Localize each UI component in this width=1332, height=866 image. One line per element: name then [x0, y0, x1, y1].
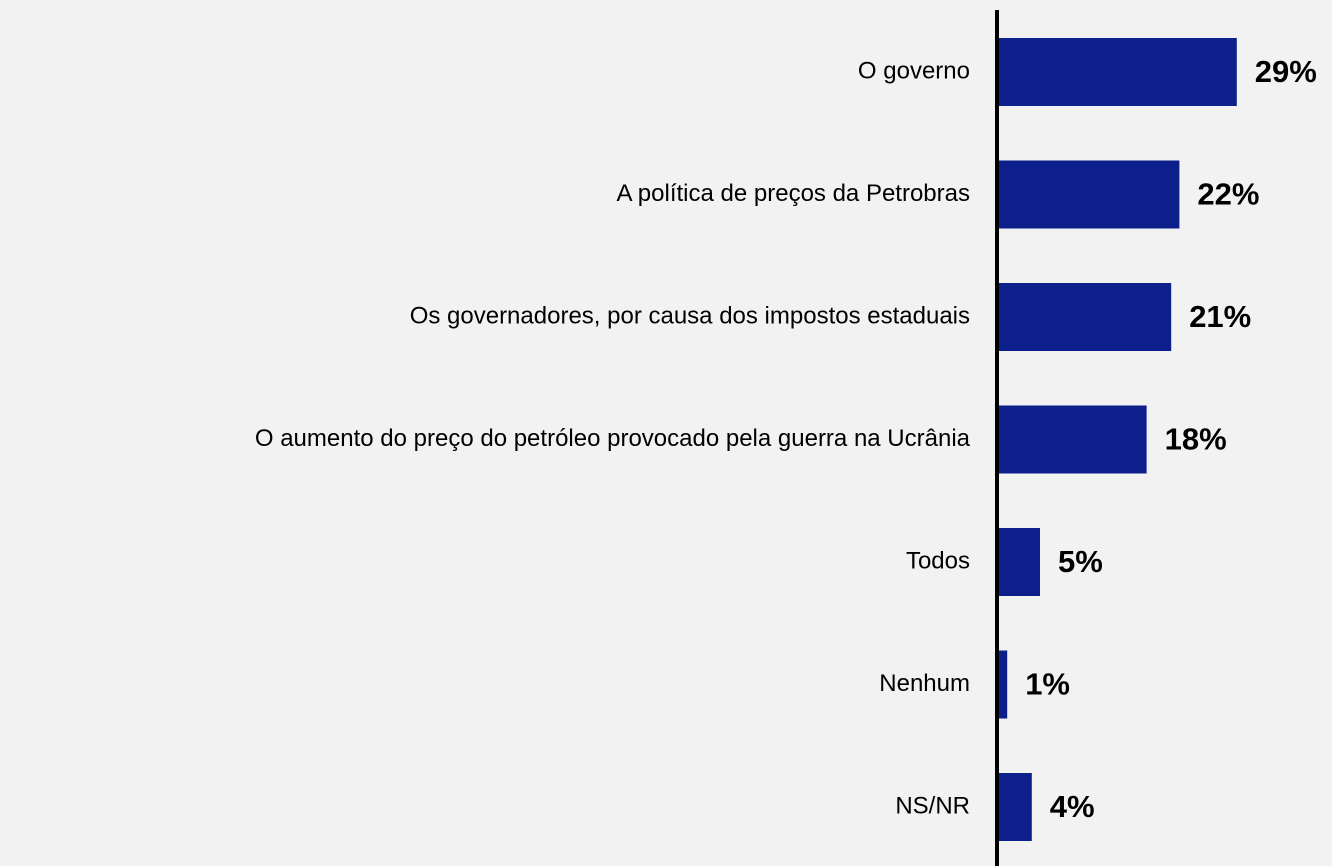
- bar: [999, 38, 1237, 106]
- bar: [999, 283, 1172, 351]
- value-label: 18%: [1165, 422, 1227, 457]
- category-label: Nenhum: [879, 670, 970, 697]
- bar: [999, 528, 1040, 596]
- category-label: Os governadores, por causa dos impostos …: [410, 302, 970, 329]
- value-label: 22%: [1197, 177, 1259, 212]
- category-label: NS/NR: [895, 792, 970, 819]
- category-label: O aumento do preço do petróleo provocado…: [255, 425, 971, 452]
- category-label: O governo: [858, 57, 970, 84]
- category-label: A política de preços da Petrobras: [616, 180, 970, 207]
- bar: [999, 405, 1147, 474]
- value-label: 29%: [1255, 54, 1317, 89]
- value-label: 1%: [1025, 667, 1070, 702]
- bar: [999, 650, 1008, 719]
- value-label: 5%: [1058, 544, 1103, 579]
- bar: [999, 160, 1180, 229]
- value-label: 4%: [1050, 789, 1095, 824]
- bar: [999, 773, 1032, 841]
- value-label: 21%: [1189, 299, 1251, 334]
- category-label: Todos: [906, 547, 970, 574]
